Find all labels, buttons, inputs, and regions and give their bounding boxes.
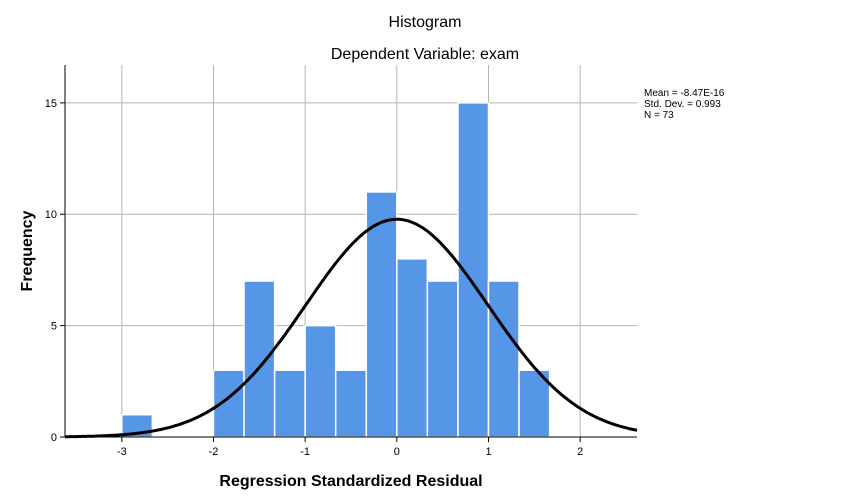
y-tick-label: 0 <box>51 432 57 444</box>
x-tick-label: -2 <box>209 446 219 458</box>
legend-n: N = 73 <box>644 110 674 121</box>
x-tick-label: 0 <box>394 446 400 458</box>
normal-curve <box>65 217 638 439</box>
x-tick-label: 2 <box>577 446 583 458</box>
legend-mean: Mean = -8.47E-16 <box>644 88 725 99</box>
histogram-bar <box>518 369 551 438</box>
chart-subtitle: Dependent Variable: exam <box>331 46 519 63</box>
histogram-bar <box>273 369 306 438</box>
y-tick-label: 10 <box>45 209 57 221</box>
histogram-bar <box>243 280 276 438</box>
histogram-bar <box>426 280 459 438</box>
y-tick-label: 15 <box>45 98 57 110</box>
histogram-bar <box>396 258 429 438</box>
histogram-bar <box>304 324 337 438</box>
histogram-bar <box>487 280 520 438</box>
x-axis-label: Regression Standardized Residual <box>219 473 482 490</box>
histogram-bar <box>365 191 398 438</box>
x-tick-label: -3 <box>117 446 127 458</box>
legend-sd: Std. Dev. = 0.993 <box>644 99 721 110</box>
histogram-bar <box>334 369 368 438</box>
x-tick-label: 1 <box>485 446 491 458</box>
stats-legend: Mean = -8.47E-16 Std. Dev. = 0.993 N = 7… <box>644 88 725 121</box>
chart-title: Histogram <box>389 14 462 31</box>
y-axis-label: Frequency <box>19 210 36 291</box>
y-tick-label: 5 <box>51 321 57 333</box>
x-tick-label: -1 <box>300 446 310 458</box>
